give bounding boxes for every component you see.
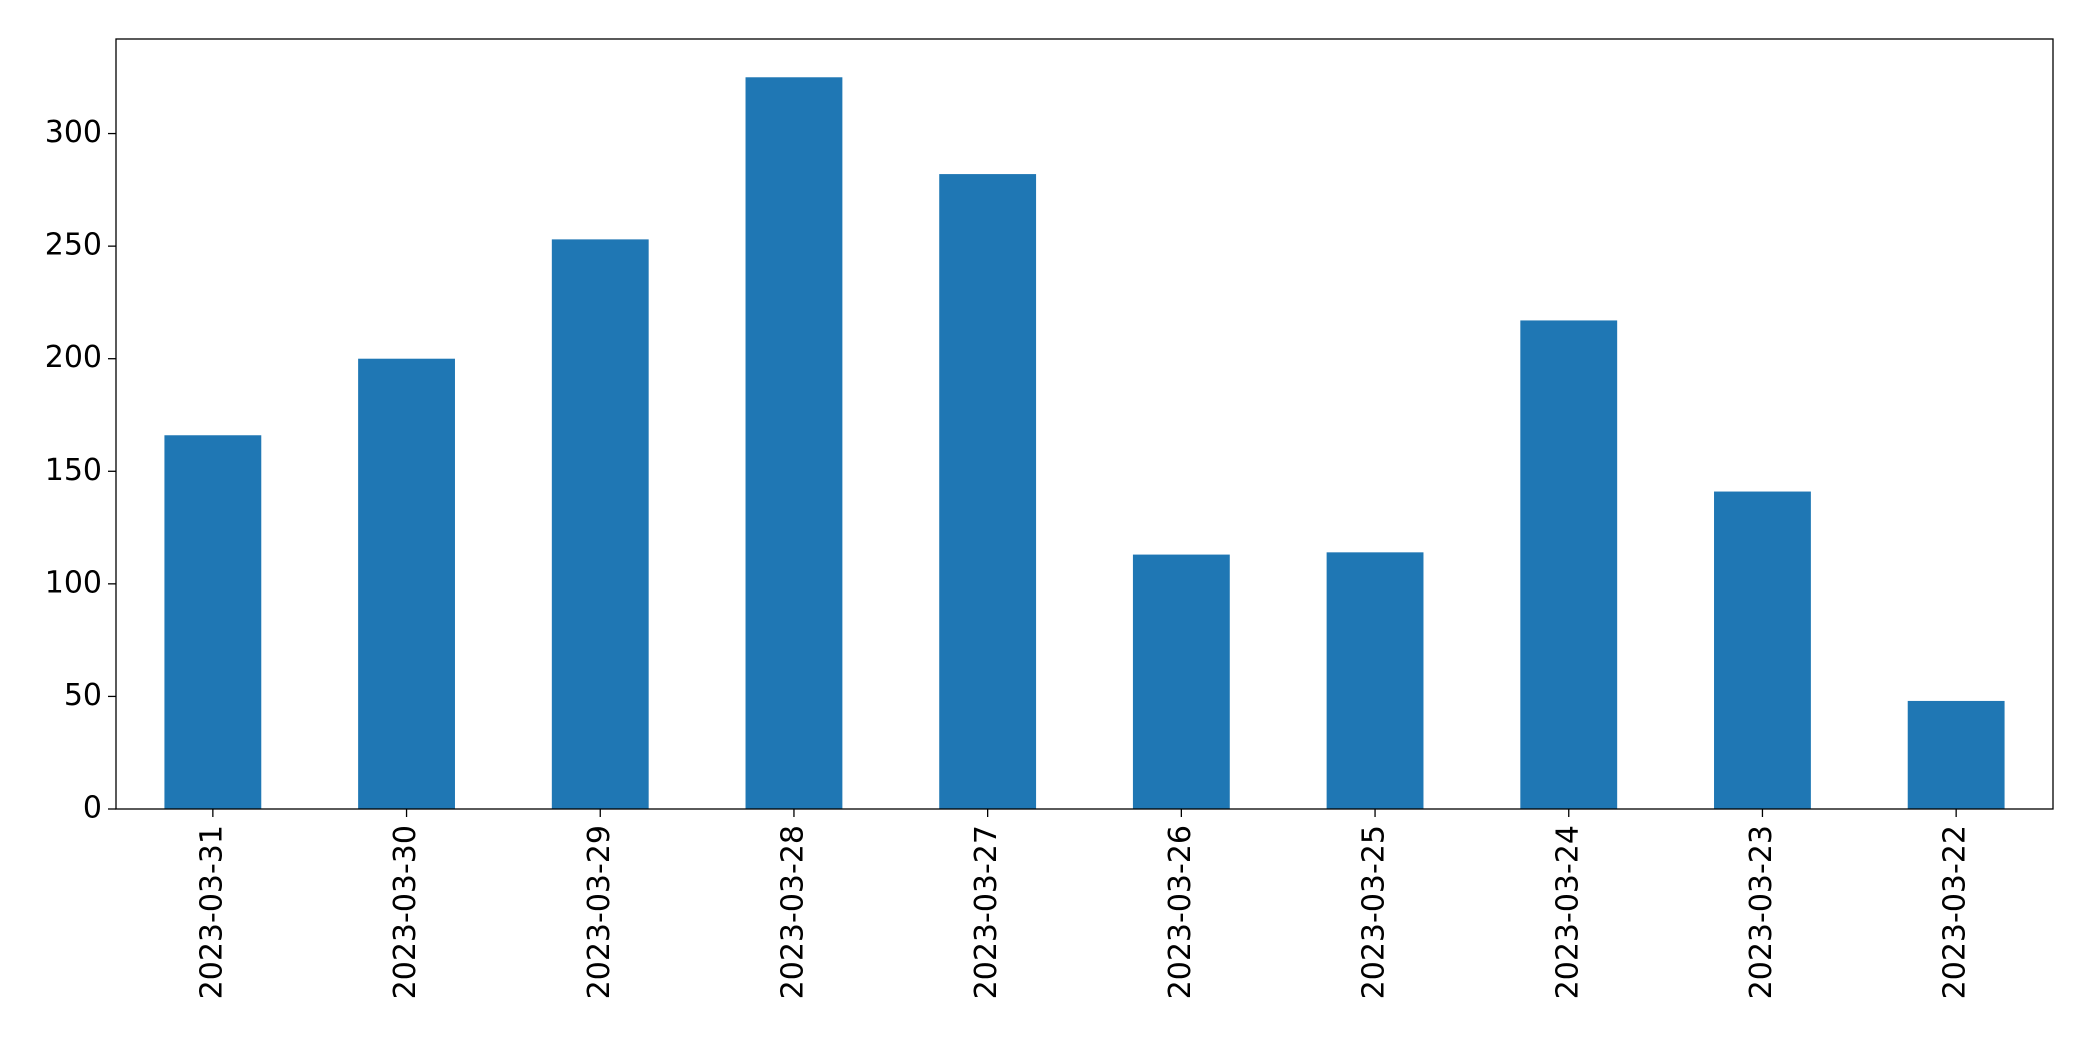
bar [358,358,455,809]
x-tick-label: 2023-03-30 [388,825,423,999]
bar [745,77,843,810]
y-tick-label: 50 [64,678,102,713]
x-tick-label: 2023-03-24 [1550,825,1585,999]
x-tick-label: 2023-03-28 [775,825,810,999]
plot-frame [115,38,2054,810]
x-tick-label: 2023-03-31 [194,825,229,999]
y-tick-label: 100 [45,565,102,600]
bar [939,174,1037,810]
x-tick-label: 2023-03-22 [1938,825,1973,999]
bar [1326,552,1424,809]
y-tick-label: 250 [45,228,102,263]
y-tick-label: 300 [45,115,102,150]
bar [1520,320,1618,809]
x-tick-label: 2023-03-25 [1357,825,1392,999]
bar [551,239,649,809]
bar [1907,700,2005,809]
bar [1132,554,1230,809]
x-tick-label: 2023-03-23 [1744,825,1779,999]
x-tick-label: 2023-03-29 [582,825,617,999]
x-tick-label: 2023-03-26 [1163,825,1198,999]
x-tick-label: 2023-03-27 [969,825,1004,999]
y-tick-label: 200 [45,340,102,375]
bar [1714,491,1811,809]
bar [164,435,262,809]
y-tick-label: 150 [45,453,102,488]
y-tick-label: 0 [83,791,102,826]
